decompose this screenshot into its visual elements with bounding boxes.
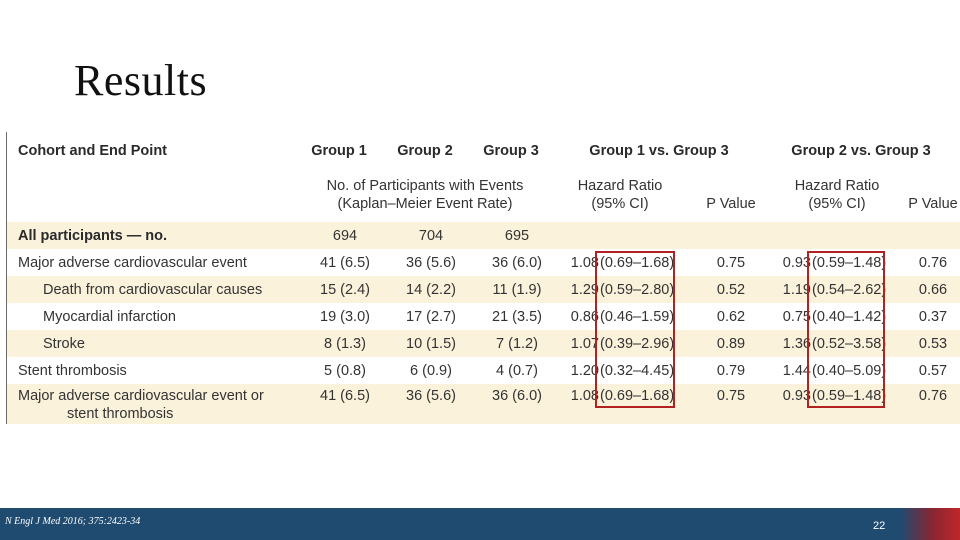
header-cohort: Cohort and End Point: [18, 143, 168, 159]
cell-p-value-2: 0.53: [918, 336, 948, 352]
row-label: Stroke: [43, 336, 85, 352]
cell-hazard-ratio-2: 1.36: [782, 336, 811, 352]
cell-ci-1: (0.69–1.68): [600, 388, 675, 404]
subheader-hr2-line2: (95% CI): [808, 196, 866, 212]
subheader-p-value-1: P Value: [706, 196, 756, 212]
header-group2-vs-group3: Group 2 vs. Group 3: [791, 143, 931, 159]
row-label-line2: stent thrombosis: [67, 406, 174, 422]
cell-group-2: 704: [418, 228, 444, 244]
cell-p-value-2: 0.57: [918, 363, 948, 379]
cell-group-3: 4 (0.7): [496, 363, 538, 379]
subheader-events-line2: (Kaplan–Meier Event Rate): [337, 196, 513, 212]
cell-group-1: 694: [332, 228, 358, 244]
cell-p-value-2: 0.76: [918, 255, 948, 271]
table-row: Major adverse cardiovascular event or st…: [7, 384, 960, 424]
table-row: Myocardial infarction 19 (3.0) 17 (2.7) …: [7, 303, 960, 330]
subheader-hr1-line2: (95% CI): [591, 196, 649, 212]
subheader-events-line1: No. of Participants with Events: [326, 178, 524, 194]
footer-bar: N Engl J Med 2016; 375:2423-34 22: [0, 508, 960, 540]
cell-group-2: 10 (1.5): [406, 336, 456, 352]
cell-group-1: 41 (6.5): [320, 388, 370, 404]
cell-p-value-1: 0.79: [716, 363, 746, 379]
cell-hazard-ratio-1: 1.29: [570, 282, 599, 298]
cell-p-value-2: 0.66: [918, 282, 948, 298]
cell-group-1: 19 (3.0): [320, 309, 370, 325]
cell-p-value-1: 0.75: [716, 388, 746, 404]
cell-group-3: 36 (6.0): [492, 388, 542, 404]
cell-ci-1: (0.39–2.96): [600, 336, 675, 352]
table-row: Stroke 8 (1.3) 10 (1.5) 7 (1.2) 1.07 (0.…: [7, 330, 960, 357]
row-label-line1: Major adverse cardiovascular event or: [18, 388, 264, 404]
row-label: Major adverse cardiovascular event: [18, 255, 247, 271]
cell-hazard-ratio-1: 1.20: [570, 363, 599, 379]
header-group1-vs-group3: Group 1 vs. Group 3: [589, 143, 729, 159]
cell-group-2: 36 (5.6): [406, 255, 456, 271]
subheader-hr2-line1: Hazard Ratio: [794, 178, 880, 194]
cell-hazard-ratio-1: 1.08: [570, 388, 599, 404]
cell-ci-1: (0.69–1.68): [600, 255, 675, 271]
cell-hazard-ratio-2: 0.93: [782, 255, 811, 271]
cell-hazard-ratio-2: 1.19: [782, 282, 811, 298]
cell-ci-2: (0.59–1.48): [812, 255, 887, 271]
cell-group-2: 17 (2.7): [406, 309, 456, 325]
cell-hazard-ratio-2: 0.75: [782, 309, 811, 325]
header-group-2: Group 2: [397, 143, 453, 159]
table-row: Major adverse cardiovascular event 41 (6…: [7, 249, 960, 276]
subheader-hr1-line1: Hazard Ratio: [577, 178, 663, 194]
cell-p-value-1: 0.75: [716, 255, 746, 271]
cell-p-value-2: 0.76: [918, 388, 948, 404]
slide-title: Results: [74, 56, 208, 105]
cell-group-2: 6 (0.9): [410, 363, 452, 379]
cell-group-2: 14 (2.2): [406, 282, 456, 298]
header-group-1: Group 1: [311, 143, 367, 159]
cell-group-1: 41 (6.5): [320, 255, 370, 271]
cell-ci-2: (0.52–3.58): [812, 336, 887, 352]
cell-group-3: 36 (6.0): [492, 255, 542, 271]
citation: N Engl J Med 2016; 375:2423-34: [5, 516, 141, 527]
cell-group-1: 15 (2.4): [320, 282, 370, 298]
results-table: Cohort and End Point Group 1 Group 2 Gro…: [6, 132, 960, 424]
cell-p-value-1: 0.62: [716, 309, 746, 325]
cell-ci-2: (0.40–5.09): [812, 363, 887, 379]
footer-accent: [900, 508, 960, 540]
header-group-3: Group 3: [483, 143, 539, 159]
cell-group-1: 8 (1.3): [324, 336, 366, 352]
cell-ci-1: (0.59–2.80): [600, 282, 675, 298]
cell-group-3: 7 (1.2): [496, 336, 538, 352]
row-label: Stent thrombosis: [18, 363, 127, 379]
cell-group-3: 11 (1.9): [492, 282, 542, 298]
cell-ci-2: (0.54–2.62): [812, 282, 887, 298]
cell-ci-2: (0.59–1.48): [812, 388, 887, 404]
subheader-row: No. of Participants with Events (Kaplan–…: [7, 170, 960, 222]
cell-p-value-2: 0.37: [918, 309, 948, 325]
subheader-p-value-2: P Value: [908, 196, 958, 212]
cell-hazard-ratio-1: 1.08: [570, 255, 599, 271]
page-number: 22: [873, 520, 886, 532]
cell-group-1: 5 (0.8): [324, 363, 366, 379]
table-row: Stent thrombosis 5 (0.8) 6 (0.9) 4 (0.7)…: [7, 357, 960, 384]
cell-hazard-ratio-1: 0.86: [570, 309, 599, 325]
cell-hazard-ratio-2: 1.44: [782, 363, 811, 379]
cell-group-3: 695: [504, 228, 530, 244]
row-label: Myocardial infarction: [43, 309, 176, 325]
cell-ci-2: (0.40–1.42): [812, 309, 887, 325]
row-label: Death from cardiovascular causes: [43, 282, 263, 298]
cell-ci-1: (0.32–4.45): [600, 363, 675, 379]
cell-p-value-1: 0.89: [716, 336, 746, 352]
header-row: Cohort and End Point Group 1 Group 2 Gro…: [7, 132, 960, 170]
cell-hazard-ratio-2: 0.93: [782, 388, 811, 404]
table-row-all-participants: All participants — no. 694 704 695: [7, 222, 960, 249]
cell-group-3: 21 (3.5): [492, 309, 542, 325]
cell-p-value-1: 0.52: [716, 282, 746, 298]
table-row: Death from cardiovascular causes 15 (2.4…: [7, 276, 960, 303]
row-label: All participants — no.: [18, 228, 168, 244]
cell-ci-1: (0.46–1.59): [600, 309, 675, 325]
cell-group-2: 36 (5.6): [406, 388, 456, 404]
cell-hazard-ratio-1: 1.07: [570, 336, 599, 352]
